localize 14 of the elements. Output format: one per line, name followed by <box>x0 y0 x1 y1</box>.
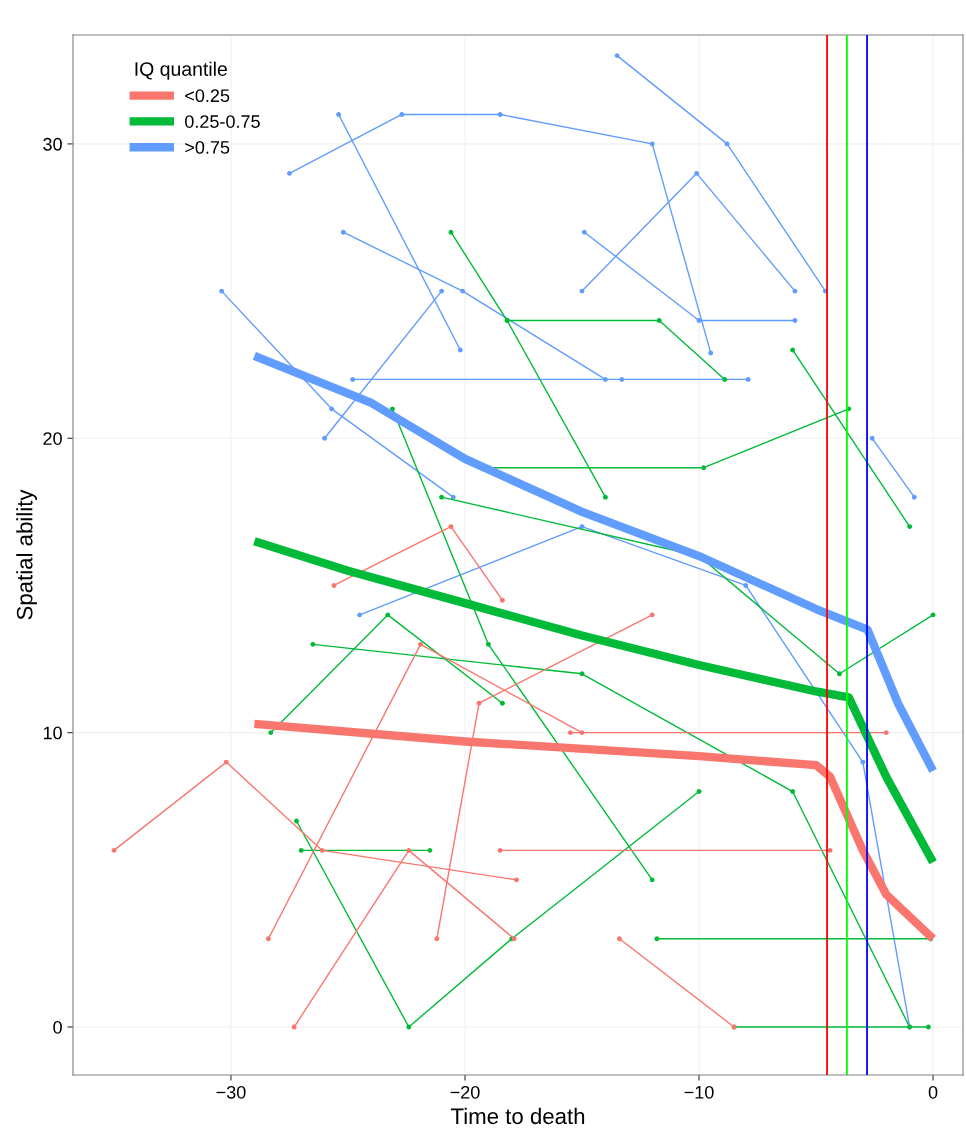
legend-label: <0.25 <box>185 89 230 103</box>
y-tick-label: 0 <box>53 1020 62 1034</box>
y-tick-label: 30 <box>43 137 62 151</box>
legend-label: 0.25-0.75 <box>185 115 260 128</box>
legend-title: IQ quantile <box>135 61 227 80</box>
x-tick-label: −20 <box>450 1085 480 1099</box>
x-tick-label: 0 <box>928 1085 938 1099</box>
y-axis-title: Spatial ability <box>16 489 37 620</box>
x-tick-label: −10 <box>684 1085 714 1099</box>
y-tick-label: 10 <box>43 726 62 740</box>
x-tick-label: −30 <box>216 1085 246 1099</box>
y-tick-label: 20 <box>43 432 62 445</box>
x-axis-title: Time to death <box>450 1107 585 1125</box>
legend-label: >0.75 <box>185 141 230 154</box>
